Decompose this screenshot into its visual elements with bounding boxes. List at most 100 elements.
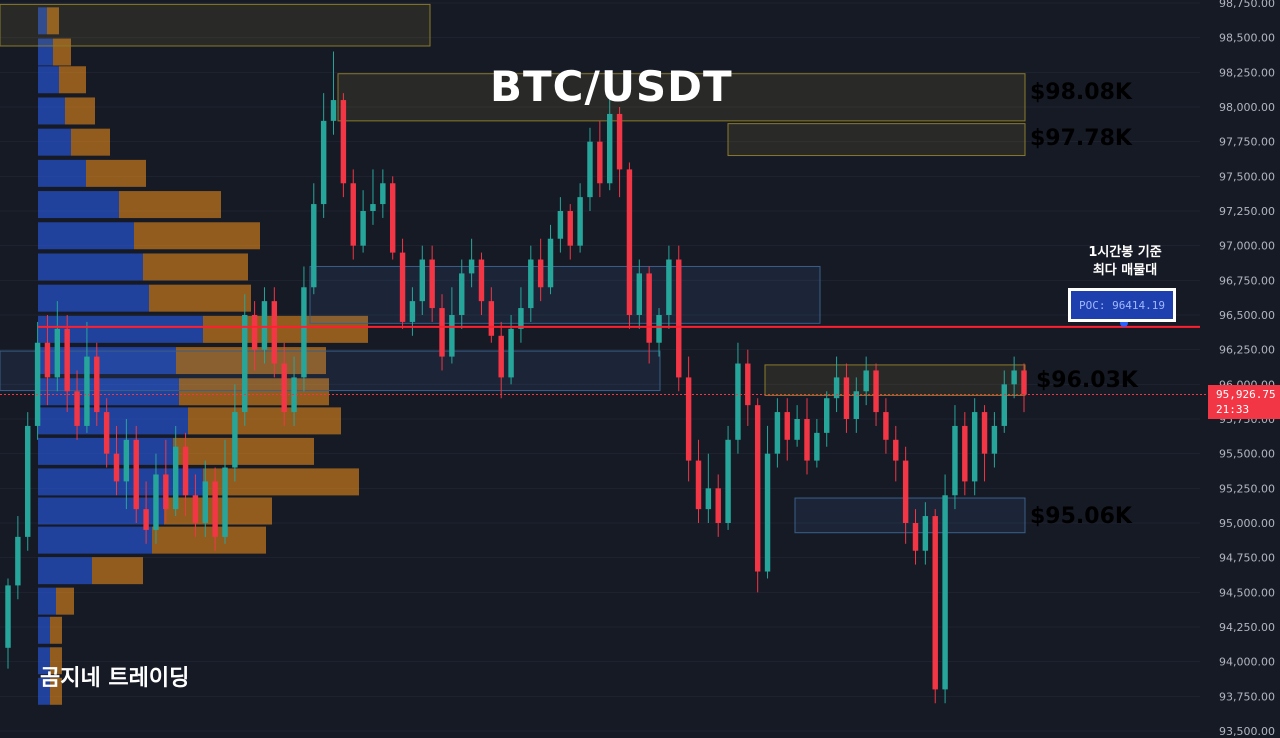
candle-body [695,460,702,510]
level-label-95060: $95.06K [1030,504,1132,529]
zone-supply [337,73,1026,122]
candle-body [291,377,297,413]
candle-body [606,113,613,184]
candle-body [498,335,504,378]
candle-body [340,100,347,184]
candle-body [754,405,761,572]
candle-body [242,315,248,413]
level-label-97780: $97.78K [1030,126,1132,151]
volume-bar-sell [203,315,368,343]
volume-bar-sell [53,38,71,66]
volume-bar-buy [38,253,143,281]
candle-body [784,412,790,440]
current-price-value: 95,926.75 [1216,388,1276,401]
candle-body [113,453,120,482]
volume-bar-buy [38,557,92,585]
candle-body [409,301,416,322]
volume-bar-sell [149,284,251,312]
poc-label-text: POC: 96414.19 [1078,298,1166,312]
y-tick-label: 96,250.00 [1219,344,1275,357]
candle-body [360,211,366,246]
y-tick-label: 93,500.00 [1219,725,1275,738]
candle-body [330,100,337,121]
y-tick-label: 98,250.00 [1219,66,1275,79]
candle-body [557,211,564,239]
candle-body [981,412,988,454]
candle-body [399,252,406,322]
volume-bar-buy [38,284,149,312]
candle-body [1001,384,1007,426]
candle-body [251,315,258,350]
candle-body [666,259,672,315]
volume-bar-buy [38,66,59,94]
zones [0,3,1026,534]
candle-body [922,516,929,551]
candle-body [419,259,426,302]
candle-body [893,439,899,461]
y-tick-label: 98,000.00 [1219,101,1275,114]
candle-body [685,377,692,461]
candle-body [873,370,879,413]
candle-body [380,183,386,205]
volume-bar-buy [38,407,188,435]
volume-bar-sell [203,468,359,496]
y-tick-label: 93,750.00 [1219,690,1275,703]
candle-body [222,467,228,537]
candle-body [439,308,445,357]
candle-body [478,259,485,302]
candle-body [932,516,938,690]
volume-bar-buy [38,677,50,705]
candle-body [725,439,731,523]
volume-bar-sell [176,347,326,375]
candle-body [952,425,958,496]
poc-note-line2: 최다 매물대 [1092,263,1158,278]
candle-body [735,363,741,440]
candle-body [508,328,514,378]
volume-bar-buy [38,616,50,644]
candle-body [843,377,850,419]
candle-body [459,273,465,315]
y-tick-label: 97,500.00 [1219,170,1275,183]
poc-note-line1: 1시간봉 기준 [1088,245,1162,260]
candle-body [311,204,317,288]
volume-bar-buy [38,7,47,35]
volume-bar-buy [38,497,164,525]
candle-body [587,141,593,198]
volume-bar-sell [143,253,248,281]
level-label-98080: $98.08K [1030,80,1132,105]
volume-bar-sell [173,437,314,465]
candle-body [202,481,208,523]
candle-body [912,523,919,551]
volume-bar-sell [92,557,143,585]
candle-body [468,259,475,274]
poc-note: 1시간봉 기준 최다 매물대 [1060,244,1190,280]
candle-body [232,412,238,468]
volume-bar-buy [38,222,134,250]
zone-demand [0,350,661,392]
candle-body [301,287,307,378]
volume-bar-buy [38,315,203,343]
candle-body [636,273,643,315]
brand-watermark: 곰지네 트레이딩 [40,666,190,691]
volume-bar-buy [38,647,50,675]
candle-body [488,301,495,336]
volume-bar-sell [65,97,95,125]
candle-body [350,183,356,246]
volume-bar-buy [38,191,119,219]
candle-body [705,488,712,510]
y-tick-label: 94,250.00 [1219,621,1275,634]
volume-bar-buy [38,347,176,375]
candle-body [84,356,90,426]
candle-body [518,308,524,329]
level-label-96030: $96.03K [1036,368,1138,393]
volume-bar-sell [71,128,110,156]
chart-title: BTC/USDT [490,62,733,111]
candle-body [54,328,61,378]
candle-body [863,370,869,392]
volume-bar-sell [164,497,272,525]
candle-body [646,273,652,343]
y-tick-label: 96,750.00 [1219,274,1275,287]
y-tick-label: 95,250.00 [1219,482,1275,495]
candle-body [94,356,100,413]
